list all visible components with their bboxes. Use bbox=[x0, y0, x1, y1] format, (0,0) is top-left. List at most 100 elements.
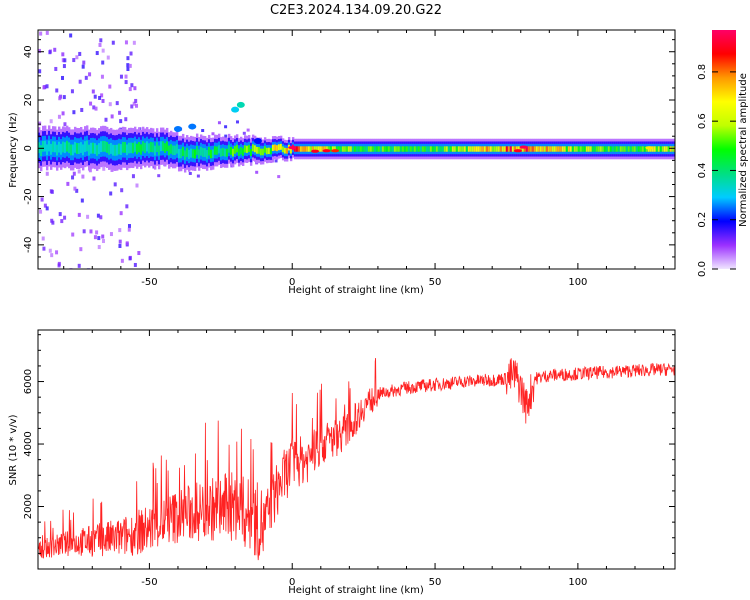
spectrogram-ridge-cell bbox=[53, 141, 57, 153]
spectrogram-ridge-cell bbox=[173, 145, 177, 156]
spectrogram-noise-cell bbox=[77, 212, 81, 217]
spectrogram-ridge-cell bbox=[453, 146, 457, 152]
spectrogram-ridge-cell bbox=[359, 146, 363, 152]
spectrogram-noise-cell bbox=[58, 96, 62, 101]
spectrogram-noise-cell bbox=[70, 89, 74, 94]
spectrogram-ridge-cell bbox=[181, 146, 185, 157]
spectrogram-noise-cell bbox=[81, 64, 85, 69]
spectrogram-ridge-cell bbox=[131, 142, 135, 154]
spectrogram-ridge-cell bbox=[237, 148, 241, 157]
spectrogram-ridge-cell bbox=[435, 146, 439, 152]
spectrogram-ridge-cell bbox=[91, 142, 95, 154]
spectrogram-ridge-cell bbox=[629, 146, 633, 152]
spectrogram-ridge-cell bbox=[225, 148, 229, 157]
spectrogram-ridge-cell bbox=[183, 150, 187, 160]
spectrogram-ridge-cell bbox=[437, 146, 441, 152]
colorbar-tick-label: 0.0 bbox=[697, 261, 708, 277]
x-tick-label: 100 bbox=[568, 277, 587, 288]
spectrogram-ridge-cell bbox=[177, 148, 181, 159]
spectrogram-noise-cell bbox=[38, 48, 42, 53]
spectrogram-ridge-cell bbox=[423, 146, 427, 152]
spectrogram-noise-cell bbox=[82, 229, 86, 234]
spectrogram-ridge-cell bbox=[505, 146, 509, 152]
spectrogram-noise-cell bbox=[134, 98, 138, 103]
spectrogram-noise-cell bbox=[49, 119, 53, 124]
spectrogram-noise-cell bbox=[126, 56, 130, 61]
spectrogram-ridge-cell bbox=[125, 144, 129, 156]
spectrogram-noise-cell bbox=[274, 159, 278, 163]
spectrogram-ridge-cell bbox=[199, 146, 203, 156]
spectrogram-ridge-cell bbox=[355, 146, 359, 152]
spectrogram-ridge-cell bbox=[559, 146, 563, 152]
spectrogram-ridge-cell bbox=[107, 143, 111, 155]
spectrogram-ridge-cell bbox=[353, 146, 357, 152]
spectrogram-noise-cell bbox=[188, 171, 192, 175]
spectrogram-noise-cell bbox=[109, 191, 113, 196]
spectrogram-noise-cell bbox=[62, 95, 66, 100]
spectrogram-ridge-cell bbox=[493, 146, 497, 152]
spectrogram-ridge-cell bbox=[569, 146, 573, 152]
spectrogram-ridge-cell bbox=[385, 146, 389, 152]
spectrogram-noise-cell bbox=[235, 120, 239, 124]
spectrogram-ridge-cell bbox=[261, 148, 265, 156]
spectrogram-ridge-cell bbox=[461, 146, 465, 152]
spectrogram-ridge-cell bbox=[545, 146, 549, 152]
spectrogram-ridge-cell bbox=[427, 146, 431, 152]
snr-y-axis: 2000 4000 6000 bbox=[23, 334, 675, 554]
spectrogram-ridge-cell bbox=[671, 146, 675, 152]
spectrogram-hot-spot bbox=[519, 145, 528, 149]
spectrogram-ridge-cell bbox=[109, 143, 113, 154]
spectrogram-ridge-cell bbox=[477, 146, 481, 152]
x-tick-label: 0 bbox=[289, 277, 295, 288]
y-tick-label: 0 bbox=[23, 145, 34, 151]
spectrogram-ridge-cell bbox=[175, 144, 179, 154]
spectrogram-ridge-cell bbox=[623, 146, 627, 152]
spectrogram-noise-cell bbox=[224, 125, 228, 129]
x-tick-label: -50 bbox=[141, 277, 157, 288]
spectrogram-noise-cell bbox=[49, 189, 53, 194]
spectrogram-ridge-cell bbox=[475, 146, 479, 152]
colorbar-tick-label: 0.8 bbox=[697, 64, 708, 80]
spectrogram-noise-cell bbox=[100, 74, 104, 79]
spectrogram-ridge-cell bbox=[189, 148, 193, 158]
spectrogram-ridge-cell bbox=[361, 146, 365, 152]
spectrogram-ridge-cell bbox=[561, 146, 565, 152]
spectrogram-noise-cell bbox=[42, 246, 46, 251]
spectrogram-ridge-cell bbox=[145, 141, 149, 152]
spectrogram-noise-cell bbox=[78, 79, 82, 84]
spectrogram-ridge-cell bbox=[653, 146, 657, 152]
spectrogram-ridge-cell bbox=[631, 146, 635, 152]
spectrogram-noise-cell bbox=[127, 224, 131, 229]
spectrogram-ridge-cell bbox=[285, 147, 289, 154]
spectrogram-noise-cell bbox=[104, 117, 108, 122]
spectrogram-ridge-cell bbox=[573, 146, 577, 152]
spectrogram-ridge-cell bbox=[111, 144, 115, 156]
spectrogram-ridge-cell bbox=[535, 146, 539, 152]
spectrogram-ridge-cell bbox=[455, 146, 459, 152]
spectrogram-ridge-cell bbox=[219, 148, 223, 157]
spectrogram-noise-cell bbox=[80, 107, 84, 112]
spectrogram-ridge-cell bbox=[641, 146, 645, 152]
spectrogram-noise-cell bbox=[71, 232, 75, 237]
y-tick-label: 2000 bbox=[23, 494, 34, 519]
spectrogram-ridge-cell bbox=[97, 143, 101, 155]
x-tick-label: 50 bbox=[429, 277, 442, 288]
colorbar-tick-label: 0.6 bbox=[697, 113, 708, 129]
spectrogram-noise-cell bbox=[99, 38, 103, 43]
spectrogram-noise-cell bbox=[86, 214, 90, 219]
y-tick-label: -20 bbox=[23, 188, 34, 204]
spectrogram-ridge-cell bbox=[463, 146, 467, 152]
spectrogram-noise-cell bbox=[131, 174, 135, 179]
spectrogram-ridge-cell bbox=[259, 148, 263, 156]
spectrogram-ridge-cell bbox=[79, 142, 83, 153]
spectrogram-ridge-cell bbox=[185, 147, 189, 158]
spectrogram-ridge-cell bbox=[147, 143, 151, 154]
spectrogram-noise-cell bbox=[93, 235, 97, 240]
spectrogram-noise-cell bbox=[55, 250, 59, 255]
spectrogram-ridge-cell bbox=[235, 144, 239, 153]
spectrogram-noise-cell bbox=[128, 63, 132, 68]
spectrogram-ridge-cell bbox=[333, 146, 337, 152]
spectrogram-ridge-cell bbox=[443, 146, 447, 152]
spectrogram-ridge-cell bbox=[337, 146, 341, 152]
spectrogram-ridge-cell bbox=[667, 146, 671, 152]
